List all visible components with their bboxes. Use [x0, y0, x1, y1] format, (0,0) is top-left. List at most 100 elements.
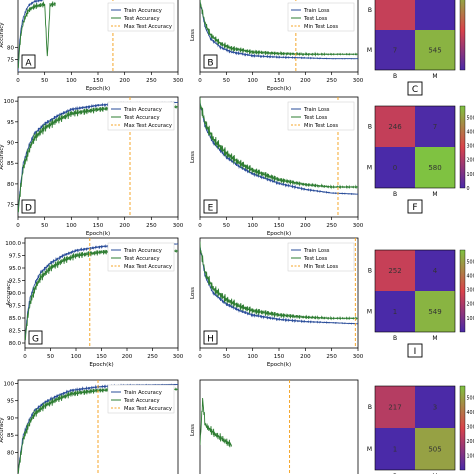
y-tick-label: 90	[7, 416, 14, 422]
y-tick-label: 85	[7, 433, 14, 439]
legend-label: Max Test Accuracy	[124, 24, 172, 30]
legend-label: Min Test Loss	[304, 264, 338, 270]
panel-label: H	[207, 335, 214, 345]
x-tick-label: 300	[353, 78, 364, 84]
y-tick-label: 80	[7, 45, 14, 51]
y-axis-label: Accuracy	[0, 22, 5, 48]
cm-row-label: M	[367, 47, 372, 54]
legend-label: Train Accuracy	[123, 107, 162, 113]
series-line-train	[18, 0, 45, 72]
cm-cell-value: 246	[388, 123, 402, 131]
colorbar-tick-label: 400	[467, 273, 474, 279]
x-tick-label: 0	[16, 78, 20, 84]
colorbar-tick-label: 500	[467, 115, 474, 121]
legend-label: Train Loss	[303, 248, 330, 254]
x-axis-label: Epoch(k)	[86, 231, 110, 237]
colorbar-tick-label: 500	[467, 396, 474, 402]
line-panel-H: 0 50 100 150 200 250 300 Epoch(k) Loss Train Loss…	[190, 237, 364, 368]
x-tick-label: 150	[274, 354, 285, 360]
series-line-test	[200, 241, 358, 321]
legend-label: Train Accuracy	[123, 390, 162, 396]
x-tick-label: 50	[41, 223, 48, 229]
y-tick-label: 90	[7, 141, 14, 147]
x-tick-label: 200	[300, 223, 311, 229]
y-tick-label: 100.0	[5, 241, 21, 247]
cm-col-label: B	[393, 335, 397, 342]
line-panel-K: Loss	[190, 379, 359, 474]
cm-cell	[415, 106, 455, 147]
colorbar	[459, 0, 466, 71]
cm-row-label: B	[368, 268, 372, 275]
cm-frame	[374, 0, 456, 71]
confusion-matrix-F: 246 7 0 580 B M B M 500 400 300 200 100 0 F	[367, 105, 474, 214]
colorbar-tick-label: 200	[467, 158, 474, 164]
x-tick-label: 100	[247, 354, 258, 360]
panel-label: A	[25, 59, 32, 69]
cm-col-label: M	[432, 335, 437, 342]
cm-cell-value: 252	[388, 267, 401, 275]
cm-frame	[374, 385, 456, 471]
cm-row-label: B	[368, 404, 372, 411]
x-tick-label: 200	[119, 78, 130, 84]
legend-label: Test Accuracy	[123, 256, 160, 262]
cm-cell	[415, 0, 455, 30]
y-axis-label: Accuracy	[0, 417, 5, 443]
legend-label: Test Loss	[303, 16, 328, 22]
legend-label: Test Accuracy	[123, 16, 160, 22]
cm-cell	[415, 30, 455, 70]
y-axis-label: Loss	[190, 424, 196, 436]
y-tick-label: 92.5	[9, 279, 22, 285]
x-tick-label: 0	[16, 223, 20, 229]
cm-cell	[375, 106, 415, 147]
panel-label: G	[32, 335, 39, 345]
series-line-test	[200, 397, 233, 448]
cm-col-label: M	[432, 73, 437, 80]
x-tick-label: 200	[300, 354, 311, 360]
panel-label: I	[414, 347, 417, 357]
line-panel-E: 0 50 100 150 200 250 300 Epoch(k) Loss Train Loss…	[190, 96, 364, 237]
y-tick-label: 95.0	[9, 266, 22, 272]
cm-frame	[374, 105, 456, 189]
cm-cell-value: 545	[428, 47, 441, 55]
panel-label-box	[203, 199, 218, 214]
x-tick-label: 150	[93, 78, 104, 84]
panel-label-box	[203, 54, 218, 69]
series-line-test	[18, 1, 56, 69]
panel-label: B	[207, 59, 213, 69]
cm-cell	[415, 250, 455, 291]
y-axis-label: Loss	[190, 287, 196, 299]
cm-cell	[375, 30, 415, 70]
legend-label: Test Loss	[303, 256, 328, 262]
colorbar-tick-label: 500	[467, 259, 474, 265]
y-axis-label: Loss	[190, 29, 196, 41]
panel-label: D	[25, 204, 32, 214]
y-tick-label: 95	[7, 120, 14, 126]
y-tick-label: 80	[7, 182, 14, 188]
cm-cell-value: 505	[428, 446, 441, 454]
x-tick-label: 50	[223, 223, 230, 229]
x-axis-label: Epoch(k)	[267, 362, 291, 368]
colorbar-tick-label: 100	[467, 172, 474, 178]
x-tick-label: 300	[173, 78, 184, 84]
cm-col-label: B	[393, 73, 397, 80]
x-tick-label: 150	[274, 223, 285, 229]
legend-label: Max Test Accuracy	[124, 406, 172, 412]
panel-label: F	[412, 203, 417, 213]
x-tick-label: 100	[71, 354, 82, 360]
cm-cell	[415, 428, 455, 470]
y-tick-label: 85.0	[9, 316, 22, 322]
panel-label-box	[21, 199, 36, 214]
cm-cell	[375, 428, 415, 470]
x-tick-label: 300	[353, 354, 364, 360]
series-line-train	[200, 246, 358, 325]
panel-label-box	[407, 199, 423, 214]
cm-row-label: B	[368, 124, 372, 131]
line-panel-G: 0 50 100 150 200 250 300 80.0 82.5 85.0 87.5 90.0 92…	[5, 237, 184, 368]
y-axis-label: Loss	[190, 151, 196, 163]
y-tick-label: 75	[7, 203, 14, 209]
y-axis-label: Accuracy	[0, 144, 5, 170]
x-tick-label: 300	[353, 223, 364, 229]
confusion-matrix-C: 7 545 B M B M C	[367, 0, 466, 96]
cm-cell	[375, 147, 415, 188]
